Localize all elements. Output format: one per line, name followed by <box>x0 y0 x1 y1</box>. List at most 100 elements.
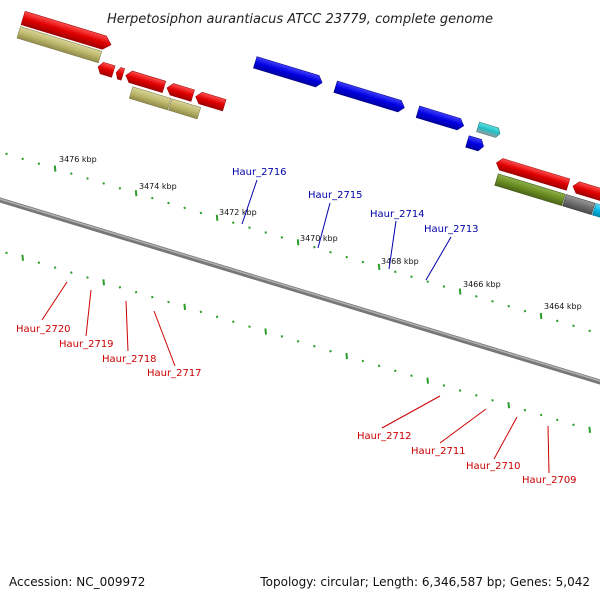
minor-tick <box>458 389 462 392</box>
major-tick <box>588 426 591 433</box>
minor-tick <box>151 196 154 200</box>
minor-tick <box>572 423 575 427</box>
gene-arrow[interactable] <box>495 157 571 191</box>
gene-arrow[interactable] <box>20 10 113 51</box>
gene-arrow[interactable] <box>253 56 323 89</box>
minor-tick <box>118 286 122 289</box>
minor-tick <box>280 335 284 338</box>
minor-tick <box>199 211 203 215</box>
gene-arrow[interactable] <box>194 91 227 112</box>
minor-tick <box>442 384 446 387</box>
major-tick <box>458 288 462 295</box>
minor-tick <box>248 226 251 229</box>
minor-tick <box>491 300 494 303</box>
gene-feature[interactable] <box>16 26 103 64</box>
accession-label: Accession: NC_009972 <box>9 575 145 589</box>
gene-label: Haur_2714 <box>370 209 425 220</box>
genome-backbone-highlight <box>0 198 600 382</box>
gene-arrow[interactable] <box>96 61 116 78</box>
minor-tick <box>523 309 527 313</box>
minor-tick <box>556 418 559 422</box>
minor-tick <box>377 364 381 368</box>
gene-label: Haur_2717 <box>147 368 202 379</box>
minor-tick <box>248 325 251 328</box>
genome-summary: Topology: circular; Length: 6,346,587 bp… <box>259 575 590 589</box>
major-tick <box>345 353 348 360</box>
minor-tick <box>442 285 446 288</box>
minor-tick <box>134 290 138 294</box>
minor-tick <box>151 295 154 299</box>
minor-tick <box>329 250 332 254</box>
minor-tick <box>70 172 73 175</box>
gene-arrow[interactable] <box>124 70 167 93</box>
gene-arrow[interactable] <box>465 135 486 152</box>
major-tick <box>21 254 24 261</box>
minor-tick <box>296 340 300 343</box>
major-tick <box>264 328 267 335</box>
minor-tick <box>5 251 8 255</box>
tick-label: 3466 kbp <box>463 280 501 289</box>
tick-label: 3472 kbp <box>219 208 257 217</box>
minor-tick <box>86 177 89 180</box>
minor-tick <box>556 319 559 323</box>
reverse-leaders <box>41 281 550 474</box>
minor-tick <box>86 276 89 279</box>
minor-tick <box>5 152 8 156</box>
minor-tick <box>572 324 575 328</box>
tick-label: 3474 kbp <box>139 182 177 191</box>
minor-tick <box>167 300 170 304</box>
map-title: Herpetosiphon aurantiacus ATCC 23779, co… <box>107 12 493 27</box>
genome-backbone <box>0 197 600 385</box>
major-tick <box>53 165 57 172</box>
gene-label: Haur_2716 <box>232 167 287 178</box>
major-tick <box>539 312 543 320</box>
gene-feature[interactable] <box>592 203 600 227</box>
minor-tick <box>21 157 24 161</box>
forward-leaders <box>241 179 452 281</box>
gene-feature[interactable] <box>494 173 566 206</box>
minor-tick <box>361 359 365 363</box>
gene-arrow[interactable] <box>476 121 502 138</box>
gene-label: Haur_2709 <box>522 475 577 486</box>
gene-arrow[interactable] <box>165 82 195 102</box>
gene-label: Haur_2712 <box>357 431 412 442</box>
gene-feature[interactable] <box>168 98 202 120</box>
minor-tick <box>507 304 510 308</box>
gene-label: Haur_2711 <box>411 446 466 457</box>
major-tick <box>377 263 381 270</box>
gene-label: Haur_2715 <box>308 190 363 201</box>
minor-tick <box>475 295 478 298</box>
gene-feature[interactable] <box>128 86 172 111</box>
minor-tick <box>523 408 527 412</box>
gene-arrow[interactable] <box>571 180 600 201</box>
gene-feature[interactable] <box>562 194 596 215</box>
minor-tick <box>199 310 203 314</box>
minor-tick <box>183 206 186 210</box>
major-tick <box>296 239 300 246</box>
minor-tick <box>394 369 397 373</box>
minor-tick <box>37 261 41 264</box>
tick-label: 3470 kbp <box>300 234 338 243</box>
major-tick <box>183 303 186 310</box>
minor-tick <box>539 413 543 417</box>
minor-tick <box>426 280 429 283</box>
minor-tick <box>280 236 284 239</box>
gene-arrow[interactable] <box>415 105 465 131</box>
gene-arrow[interactable] <box>333 80 406 113</box>
gene-arrow[interactable] <box>114 67 125 81</box>
minor-tick <box>345 255 348 259</box>
major-tick <box>426 377 429 384</box>
minor-tick <box>475 394 478 397</box>
minor-tick <box>215 315 219 319</box>
minor-tick <box>329 349 332 353</box>
tick-label: 3464 kbp <box>544 302 582 311</box>
major-tick <box>102 279 105 286</box>
major-tick <box>507 402 510 409</box>
major-tick <box>134 190 138 197</box>
tick-label: 3476 kbp <box>59 155 97 164</box>
minor-tick <box>232 221 235 224</box>
minor-tick <box>232 320 235 323</box>
minor-tick <box>264 231 267 234</box>
minor-tick <box>394 270 397 274</box>
